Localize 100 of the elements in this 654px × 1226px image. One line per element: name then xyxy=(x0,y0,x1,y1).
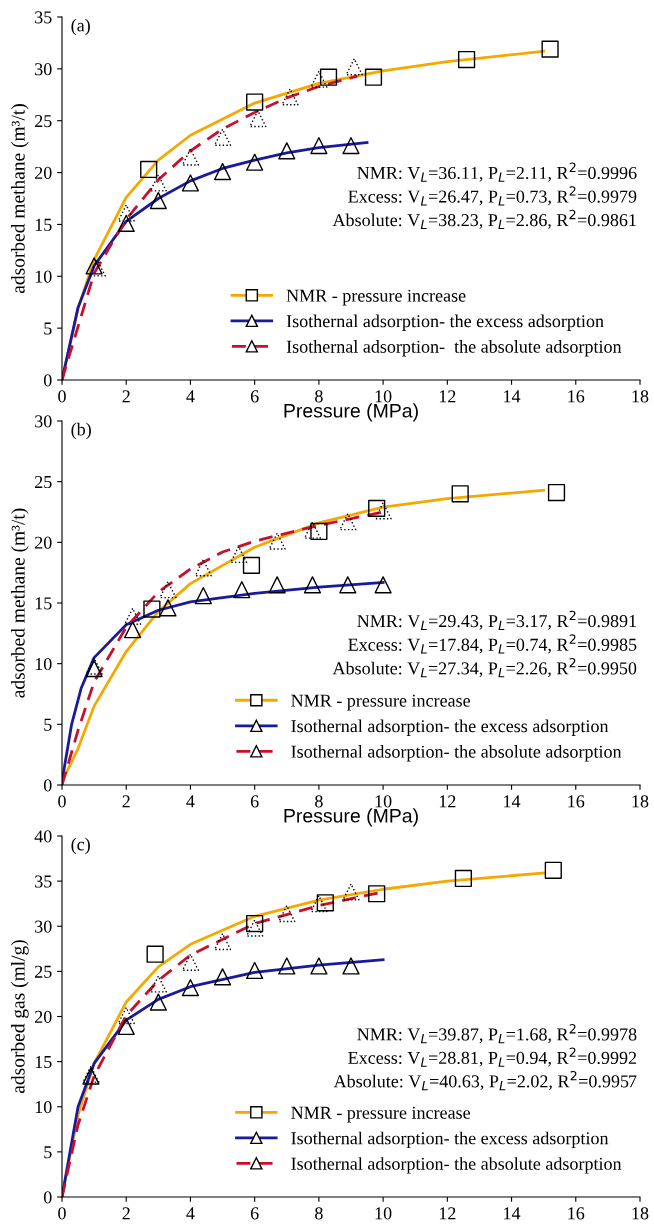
y-tick-label: 5 xyxy=(44,322,52,335)
point xyxy=(124,621,142,639)
y-tick-label: 35 xyxy=(35,875,52,888)
point xyxy=(146,945,164,963)
y-tick-label: 15 xyxy=(35,1055,52,1069)
annotation: Excess: V$_{L}$=28.81, P$_{L}$=0.94, R$^{2}$=0.9992 xyxy=(348,1047,637,1067)
point xyxy=(213,162,232,181)
y-tick-label: 35 xyxy=(35,11,52,24)
point xyxy=(368,885,386,903)
y-axis-title: adsorbed methane (m³/t) xyxy=(11,104,29,294)
y-tick-label: 25 xyxy=(35,115,52,128)
x-tick-label: 8 xyxy=(315,1207,323,1220)
point xyxy=(159,599,177,617)
y-tick-label: 40 xyxy=(34,830,52,843)
x-tick-label: 10 xyxy=(375,390,392,403)
point xyxy=(143,600,161,618)
chart-title: (c) xyxy=(71,837,90,855)
point xyxy=(181,979,200,997)
point xyxy=(364,68,383,86)
x-axis-title: Pressure (MPa) xyxy=(284,808,418,827)
x-tick-label: 14 xyxy=(504,1207,521,1220)
point xyxy=(181,174,200,192)
point xyxy=(278,142,296,160)
legend-label: Isothernal adsorption- the excess adsorption xyxy=(291,719,609,736)
x-tick-label: 8 xyxy=(315,795,323,808)
point xyxy=(310,957,328,975)
legend-label: Isothernal adsorption- the absolute adsorption xyxy=(286,340,622,357)
y-tick-label: 15 xyxy=(35,218,52,231)
point xyxy=(368,499,386,517)
x-tick-label: 8 xyxy=(315,390,323,403)
point xyxy=(339,576,357,594)
x-tick-label: 6 xyxy=(250,390,259,403)
y-axis-title: adsorbed methane (m³/t) xyxy=(11,508,29,698)
legend-label: NMR - pressure increase xyxy=(286,289,466,306)
x-tick-label: 14 xyxy=(504,795,521,808)
point xyxy=(316,894,334,912)
x-tick-label: 2 xyxy=(122,390,130,403)
y-tick-label: 15 xyxy=(35,597,52,610)
point xyxy=(310,522,328,541)
point xyxy=(246,93,264,111)
y-tick-label: 0 xyxy=(43,779,52,792)
point xyxy=(342,136,360,155)
x-tick-label: 2 xyxy=(122,1207,130,1220)
x-tick-label: 0 xyxy=(58,795,66,808)
annotation: Excess: V$_{L}$=17.84, P$_{L}$=0.74, R$^{2}$=0.9985 xyxy=(348,634,637,654)
x-tick-label: 4 xyxy=(186,390,195,403)
point xyxy=(451,485,469,503)
legend-label: NMR - pressure increase xyxy=(291,1106,470,1123)
annotation: Excess: V$_{L}$=26.47, P$_{L}$=0.73, R$^{2}$=0.9979 xyxy=(348,186,637,206)
y-tick-label: 10 xyxy=(35,270,52,283)
point xyxy=(242,556,261,574)
x-tick-label: 18 xyxy=(632,795,649,808)
y-tick-label: 25 xyxy=(35,475,52,489)
x-tick-label: 10 xyxy=(375,795,392,808)
x-tick-label: 4 xyxy=(186,1207,195,1220)
point xyxy=(117,1017,135,1036)
point xyxy=(457,50,476,69)
x-tick-label: 16 xyxy=(568,1207,585,1220)
x-axis-title: Pressure (MPa) xyxy=(284,403,418,422)
x-tick-label: 4 xyxy=(186,795,195,808)
x-tick-label: 12 xyxy=(439,1207,456,1220)
legend-label: Isothernal adsorption- the excess adsorption xyxy=(291,1131,609,1149)
point xyxy=(303,576,322,594)
point xyxy=(547,483,566,502)
point xyxy=(310,136,328,155)
point xyxy=(213,968,232,986)
y-tick-label: 30 xyxy=(35,415,52,428)
x-tick-label: 10 xyxy=(375,1207,392,1220)
point xyxy=(268,576,286,594)
y-tick-label: 20 xyxy=(35,1010,52,1023)
y-tick-label: 5 xyxy=(44,1146,52,1159)
legend-label: Isothernal adsorption- the excess adsorption xyxy=(286,314,604,331)
x-tick-label: 0 xyxy=(58,390,66,403)
y-tick-label: 10 xyxy=(35,657,52,671)
x-tick-label: 12 xyxy=(439,795,456,808)
x-tick-label: 2 xyxy=(122,795,130,808)
x-tick-label: 6 xyxy=(250,795,259,808)
point xyxy=(246,961,264,980)
annotation: NMR: V$_{L}$=29.43, P$_{L}$=3.17, R$^{2}$=0.9891 xyxy=(357,610,637,630)
point xyxy=(544,861,562,879)
y-tick-label: 0 xyxy=(43,1191,52,1204)
point xyxy=(319,68,338,86)
x-tick-label: 16 xyxy=(568,390,585,403)
y-tick-label: 30 xyxy=(35,63,52,76)
x-tick-label: 18 xyxy=(632,1207,649,1220)
x-tick-label: 6 xyxy=(250,1207,259,1220)
x-tick-label: 18 xyxy=(632,390,649,403)
legend-label: NMR - pressure increase xyxy=(291,694,470,711)
annotation: NMR: V$_{L}$=36.11, P$_{L}$=2.11, R$^{2}$=0.9996 xyxy=(357,162,637,182)
point xyxy=(541,40,559,58)
point xyxy=(374,576,392,594)
legend-label: Isothernal adsorption- the absolute adsorption xyxy=(291,1157,622,1174)
y-tick-label: 0 xyxy=(43,374,52,387)
annotation: Absolute: V$_{L}$=40.63, P$_{L}$=2.02, R$^{2}$=0.9957 xyxy=(333,1070,637,1091)
chart-title: (b) xyxy=(71,422,91,440)
annotation: Absolute: V$_{L}$=38.23, P$_{L}$=2.86, R$^{2}$=0.9861 xyxy=(332,209,636,230)
point xyxy=(149,993,167,1011)
point xyxy=(246,153,264,171)
point xyxy=(117,214,135,233)
point xyxy=(246,914,264,933)
